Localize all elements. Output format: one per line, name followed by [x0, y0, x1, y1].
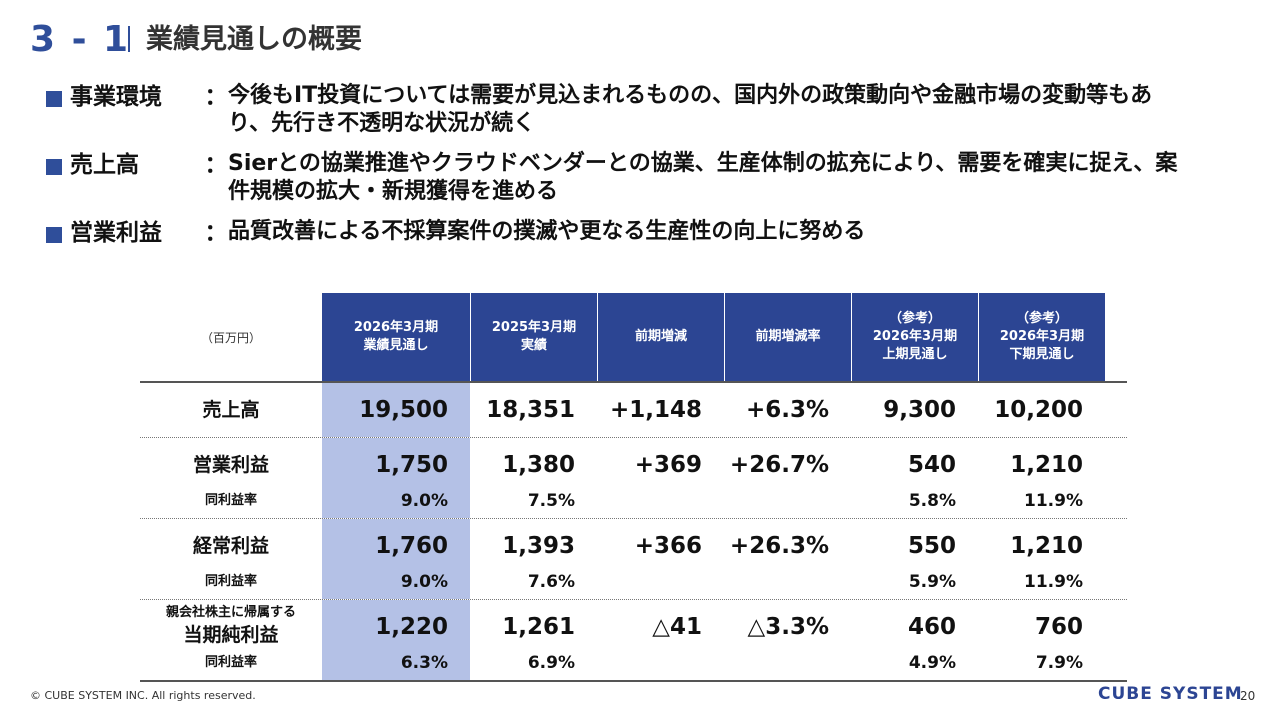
- cell-rate: [724, 488, 851, 518]
- row-label-sub: 親会社株主に帰属する: [165, 605, 296, 620]
- cell-value: 1,750: [322, 438, 470, 488]
- header-line: 下期見通し: [1009, 347, 1075, 362]
- bullet-square-icon: [46, 91, 62, 107]
- header-line: 業績見通し: [363, 338, 429, 353]
- bullet-operating-profit: 営業利益 ： 品質改善による不採算案件の撲滅や更なる生産性の向上に努める: [46, 218, 1246, 248]
- cell-rate: 6.3%: [322, 650, 470, 680]
- rate-label: 同利益率: [204, 655, 257, 670]
- page-number: 20: [1240, 689, 1256, 703]
- table-row-net-income: 親会社株主に帰属する 当期純利益 1,220 1,261 △41 △3.3% 4…: [140, 599, 1127, 682]
- cell-value: △3.3%: [747, 614, 829, 640]
- bullet-colon: ：: [204, 220, 228, 246]
- header-line: 実績: [520, 338, 547, 353]
- cell-value: +1,148: [609, 397, 702, 423]
- table-header: （百万円） 2026年3月期 業績見通し 2025年3月期 実績 前期増減 前期…: [140, 293, 1127, 381]
- header-fy2025-actual: 2025年3月期 実績: [470, 293, 597, 381]
- bullet-list: 事業環境 ： 今後もIT投資については需要が見込まれるものの、国内外の政策動向や…: [46, 82, 1246, 260]
- cell-value: 760: [1034, 614, 1083, 640]
- row-label: 経常利益: [192, 535, 269, 557]
- cell-value: 460: [907, 614, 956, 640]
- page-title: 業績見通しの概要: [146, 24, 362, 55]
- cell-rate: 9.0%: [322, 569, 470, 599]
- cell-value: +26.7%: [729, 452, 829, 478]
- cell-value: 10,200: [994, 397, 1083, 423]
- bullet-label: 営業利益: [70, 220, 162, 246]
- cell-rate: 5.9%: [908, 572, 956, 592]
- cell-value: 9,300: [883, 397, 956, 423]
- cell-value: +366: [634, 533, 702, 559]
- cell-value: 19,500: [322, 383, 470, 437]
- cell-value: 1,220: [322, 600, 470, 650]
- company-logo: CUBE SYSTEM: [1098, 684, 1243, 704]
- header-fy2026-forecast: 2026年3月期 業績見通し: [322, 293, 470, 381]
- table-row-operating-profit: 営業利益 1,750 1,380 +369 +26.7% 540 1,210 同…: [140, 437, 1127, 518]
- cell-value: 18,351: [486, 397, 575, 423]
- rate-label: 同利益率: [204, 493, 257, 508]
- header-line: 2026年3月期: [999, 329, 1085, 344]
- cell-value: 1,210: [1010, 452, 1083, 478]
- cell-rate: [597, 569, 724, 599]
- cell-value: +26.3%: [729, 533, 829, 559]
- header-line: 上期見通し: [882, 347, 948, 362]
- cell-value: 1,760: [322, 519, 470, 569]
- cell-value: +369: [634, 452, 702, 478]
- row-label: 当期純利益: [183, 624, 279, 646]
- cell-rate: 11.9%: [1024, 491, 1083, 511]
- header-line: 2025年3月期: [491, 320, 577, 335]
- header-second-half: （参考） 2026年3月期 下期見通し: [978, 293, 1105, 381]
- cell-rate: 6.9%: [527, 653, 575, 673]
- cell-rate: 11.9%: [1024, 572, 1083, 592]
- bullet-text: 品質改善による不採算案件の撲滅や更なる生産性の向上に努める: [228, 219, 866, 244]
- header-yoy-rate: 前期増減率: [724, 293, 851, 381]
- cell-rate: [724, 569, 851, 599]
- bullet-square-icon: [46, 159, 62, 175]
- row-label-group: 親会社株主に帰属する 当期純利益: [140, 600, 322, 650]
- bullet-business-environment: 事業環境 ： 今後もIT投資については需要が見込まれるものの、国内外の政策動向や…: [46, 82, 1246, 138]
- cell-rate: 7.6%: [527, 572, 575, 592]
- cell-rate: [597, 488, 724, 518]
- table-row-ordinary-profit: 経常利益 1,760 1,393 +366 +26.3% 550 1,210 同…: [140, 518, 1127, 599]
- cell-value: 550: [907, 533, 956, 559]
- header-first-half: （参考） 2026年3月期 上期見通し: [851, 293, 978, 381]
- rate-label: 同利益率: [204, 574, 257, 589]
- header-line: （参考）: [1015, 311, 1068, 326]
- bullet-text: 今後もIT投資については需要が見込まれるものの、国内外の政策動向や金融市場の変動…: [228, 83, 1153, 136]
- header-line: （参考）: [888, 311, 941, 326]
- copyright-text: © CUBE SYSTEM INC. All rights reserved.: [30, 689, 256, 702]
- header-line: 2026年3月期: [353, 320, 439, 335]
- cell-value: △41: [652, 614, 702, 640]
- cell-value: 1,380: [502, 452, 575, 478]
- bullet-sales: 売上高 ： Sierとの協業推進やクラウドベンダーとの協業、生産体制の拡充により…: [46, 150, 1246, 206]
- cell-value: 1,261: [502, 614, 575, 640]
- section-number: 3 - 1: [30, 19, 131, 60]
- section-divider: [128, 26, 130, 52]
- bullet-text: Sierとの協業推進やクラウドベンダーとの協業、生産体制の拡充により、需要を確実…: [228, 151, 1178, 204]
- cell-rate: 7.5%: [527, 491, 575, 511]
- bullet-label: 事業環境: [70, 84, 162, 110]
- bullet-colon: ：: [204, 84, 228, 110]
- cell-value: 540: [907, 452, 956, 478]
- forecast-table: （百万円） 2026年3月期 業績見通し 2025年3月期 実績 前期増減 前期…: [140, 293, 1127, 682]
- bullet-colon: ：: [204, 152, 228, 178]
- header-line: 前期増減: [634, 329, 687, 344]
- cell-rate: 9.0%: [322, 488, 470, 518]
- cell-value: 1,210: [1010, 533, 1083, 559]
- row-label: 営業利益: [192, 454, 269, 476]
- cell-rate: [597, 650, 724, 680]
- unit-label: （百万円）: [200, 330, 261, 345]
- row-label: 売上高: [202, 399, 260, 421]
- cell-rate: 4.9%: [908, 653, 956, 673]
- cell-value: 1,393: [502, 533, 575, 559]
- bullet-square-icon: [46, 227, 62, 243]
- bullet-label: 売上高: [70, 152, 139, 178]
- header-line: 2026年3月期: [872, 329, 958, 344]
- cell-rate: [724, 650, 851, 680]
- cell-value: +6.3%: [745, 397, 829, 423]
- cell-rate: 5.8%: [908, 491, 956, 511]
- header-line: 前期増減率: [755, 329, 821, 344]
- header-yoy-change: 前期増減: [597, 293, 724, 381]
- cell-rate: 7.9%: [1035, 653, 1083, 673]
- table-row-sales: 売上高 19,500 18,351 +1,148 +6.3% 9,300 10,…: [140, 381, 1127, 437]
